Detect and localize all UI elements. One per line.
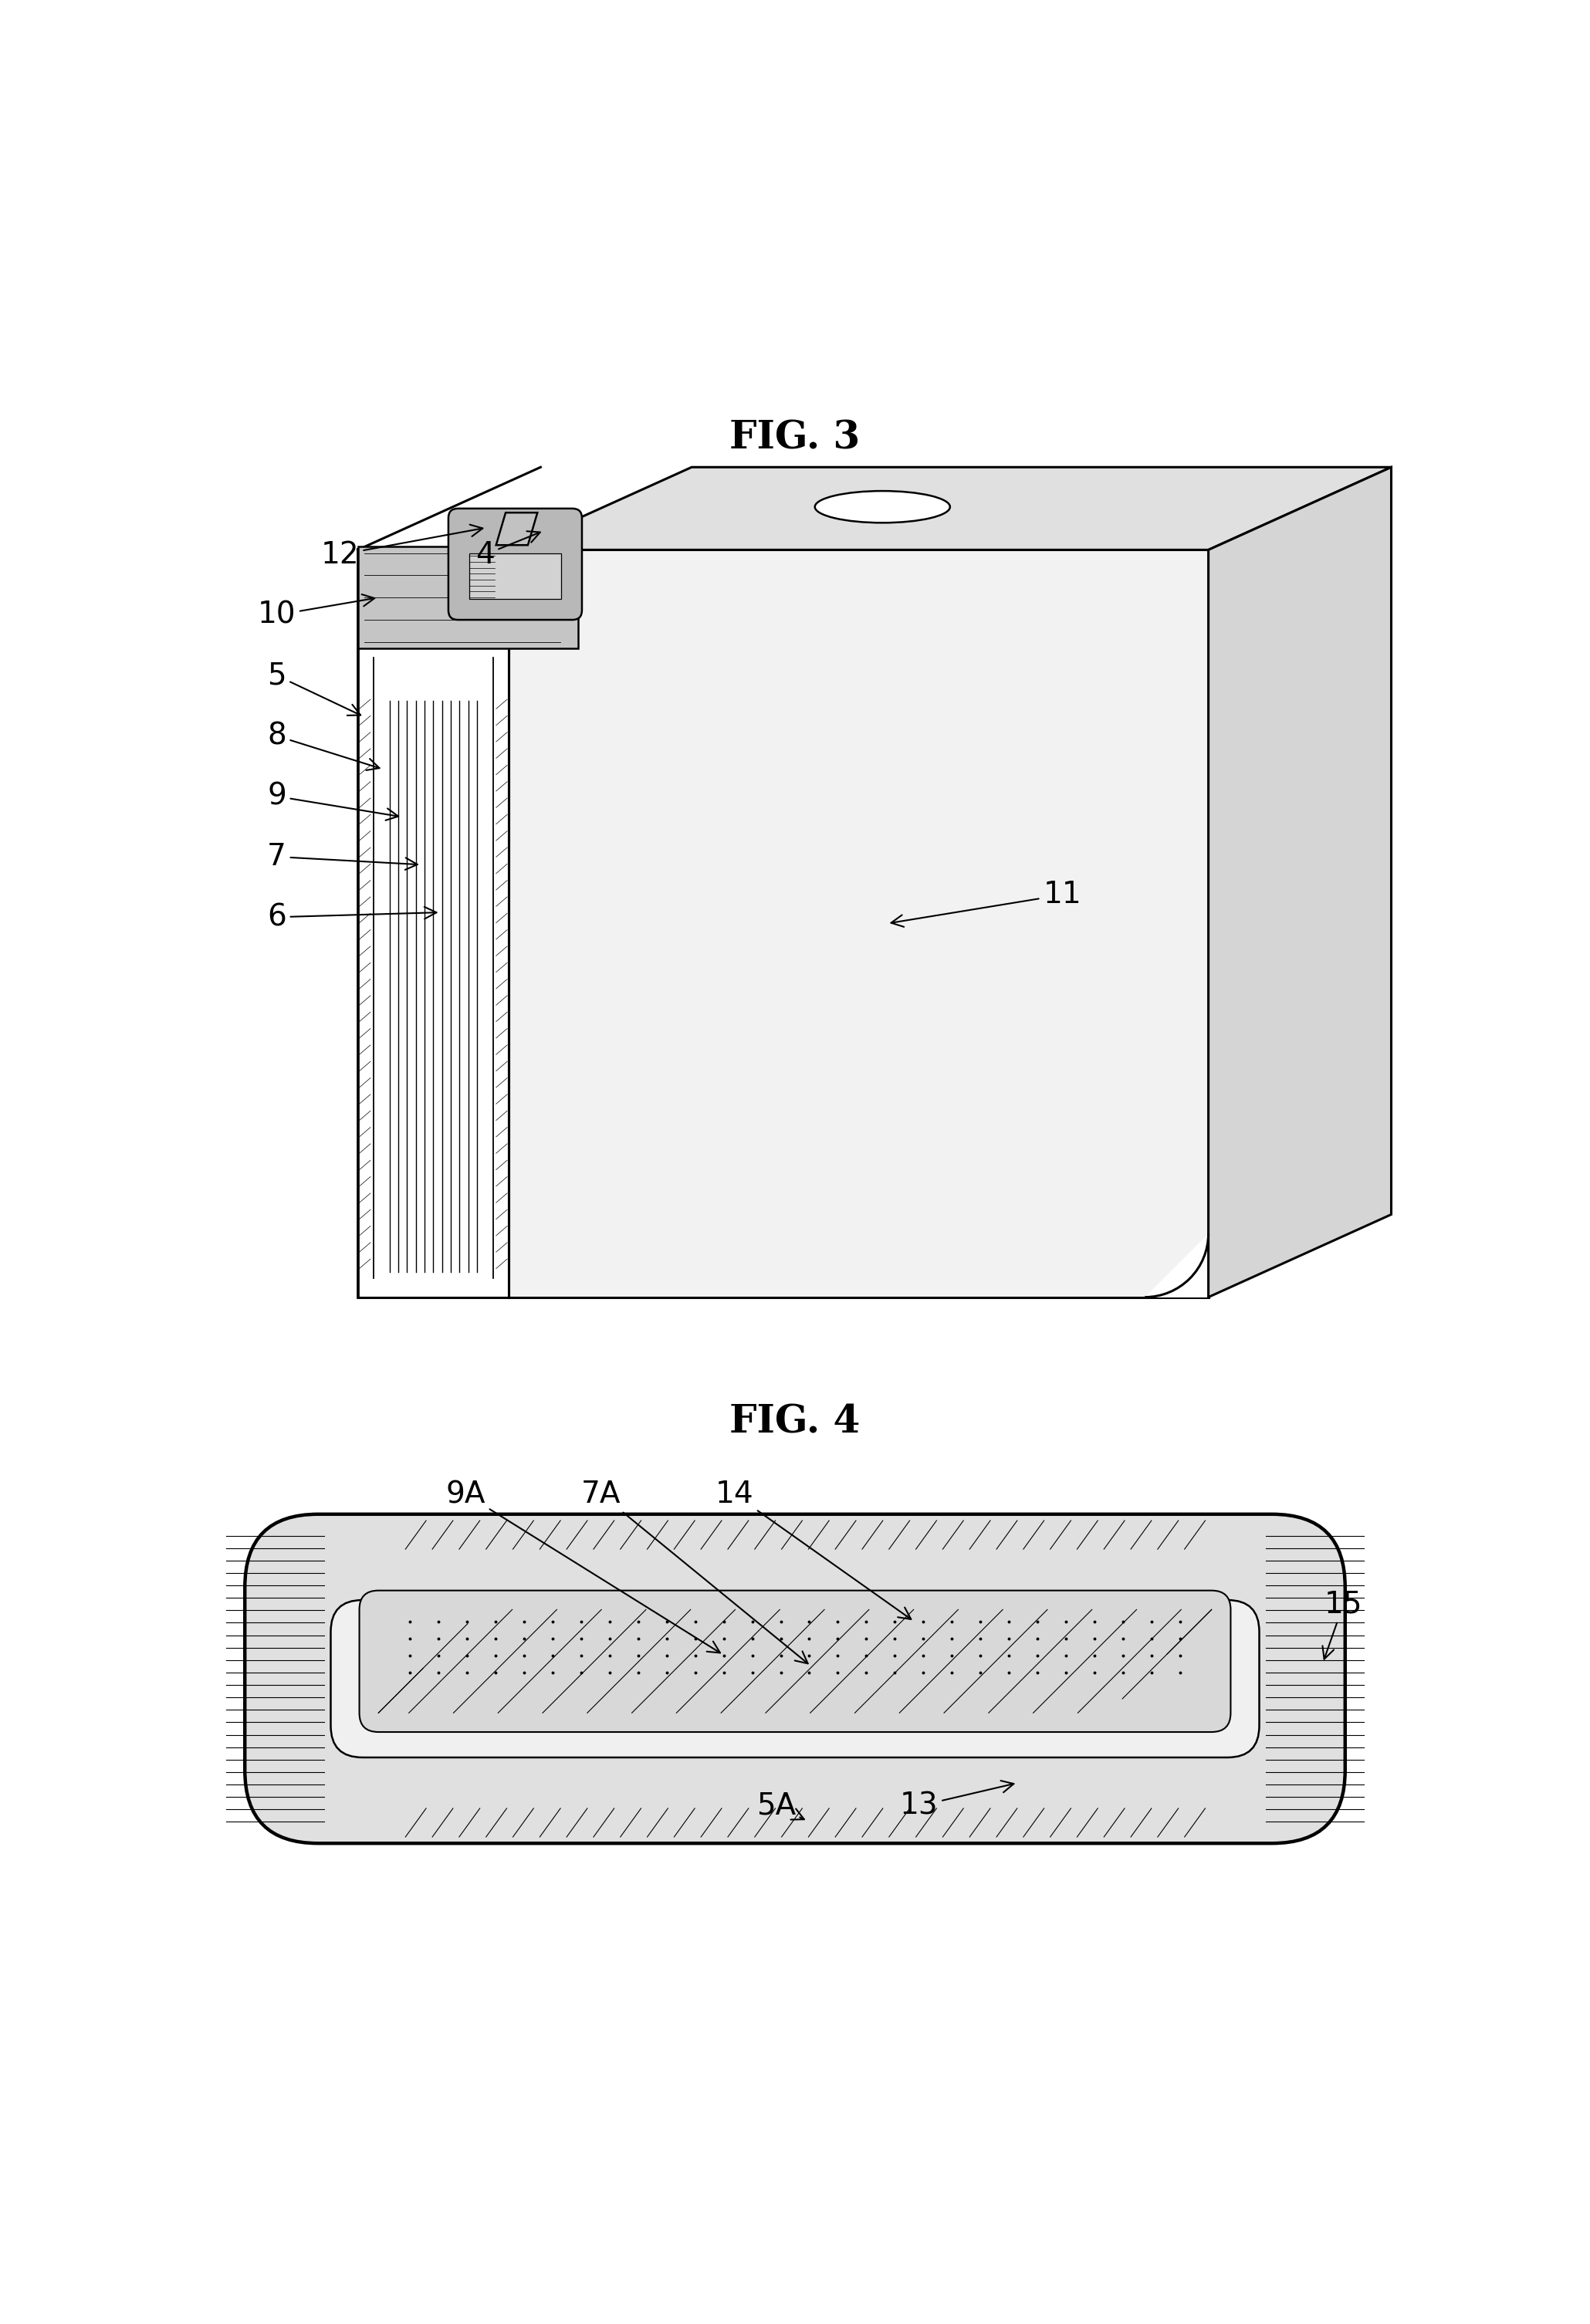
FancyBboxPatch shape xyxy=(448,509,582,621)
Text: 5A: 5A xyxy=(757,1792,805,1820)
Text: 5: 5 xyxy=(267,660,361,716)
FancyBboxPatch shape xyxy=(331,1599,1259,1757)
Text: 13: 13 xyxy=(900,1780,1014,1820)
Text: 7A: 7A xyxy=(580,1480,808,1664)
FancyBboxPatch shape xyxy=(377,1597,1213,1697)
Text: FIG. 4: FIG. 4 xyxy=(730,1404,860,1441)
Text: 7: 7 xyxy=(267,841,418,872)
Text: 12: 12 xyxy=(321,525,483,569)
Polygon shape xyxy=(496,514,537,546)
Polygon shape xyxy=(469,553,561,600)
Text: FIG. 3: FIG. 3 xyxy=(730,421,860,458)
Text: 9: 9 xyxy=(267,781,399,820)
Text: 4: 4 xyxy=(475,532,541,569)
Text: 15: 15 xyxy=(1323,1590,1363,1659)
FancyBboxPatch shape xyxy=(245,1515,1345,1843)
Text: 9A: 9A xyxy=(445,1480,720,1652)
FancyBboxPatch shape xyxy=(359,1590,1231,1731)
Ellipse shape xyxy=(816,490,951,523)
Text: 14: 14 xyxy=(716,1480,911,1620)
Text: 8: 8 xyxy=(267,720,380,769)
Text: 6: 6 xyxy=(267,902,437,932)
Polygon shape xyxy=(358,546,579,648)
Polygon shape xyxy=(509,467,1391,551)
Text: 10: 10 xyxy=(258,595,375,630)
Polygon shape xyxy=(1145,1234,1208,1297)
Polygon shape xyxy=(1208,467,1391,1297)
Text: 11: 11 xyxy=(890,881,1081,927)
Polygon shape xyxy=(509,551,1208,1297)
